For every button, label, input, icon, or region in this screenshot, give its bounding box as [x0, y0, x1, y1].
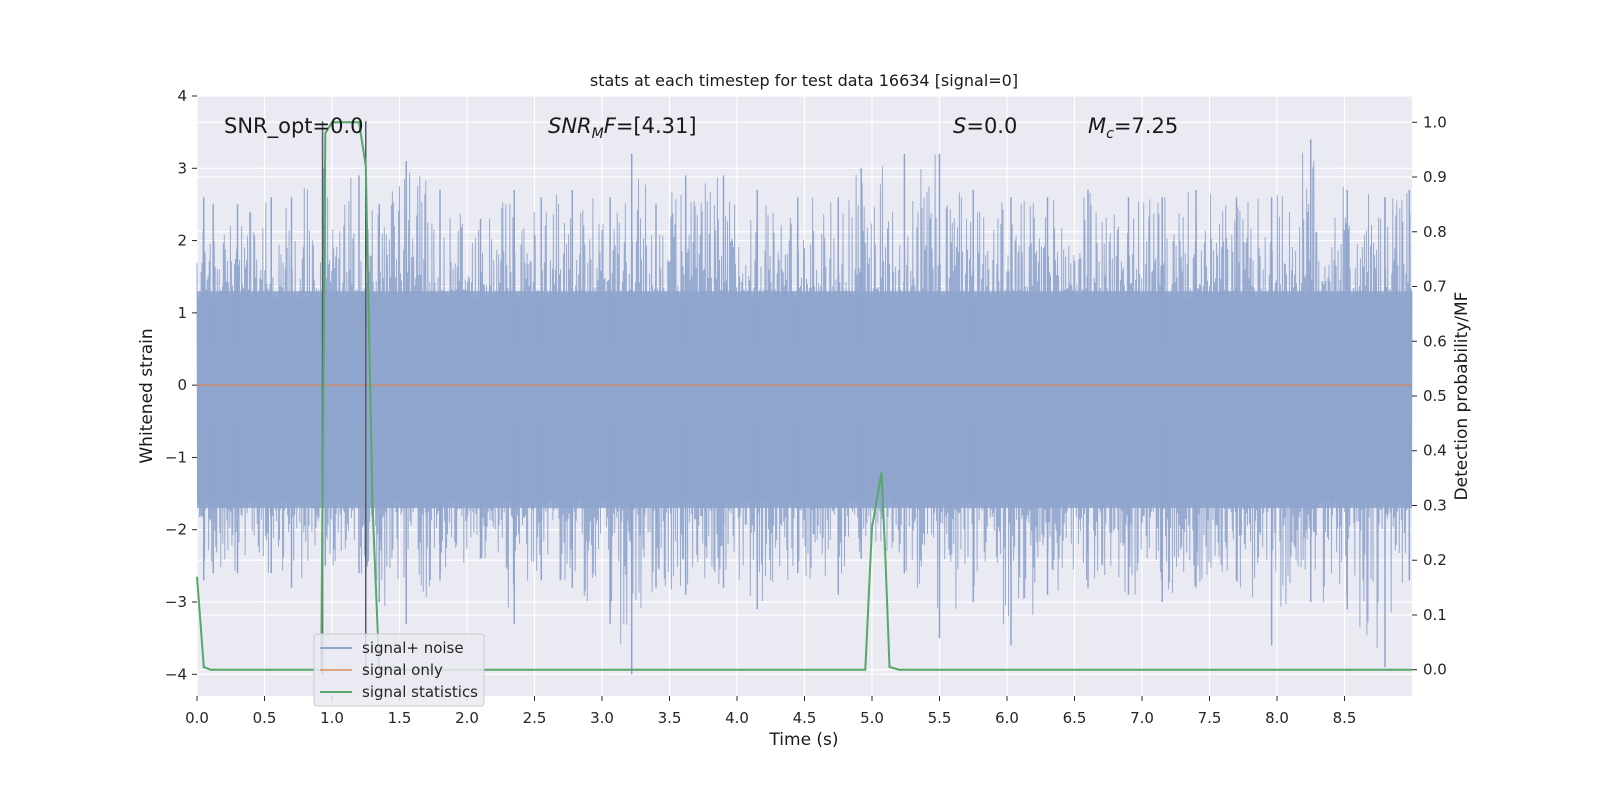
x-tick-label: 2.5	[523, 709, 547, 727]
legend-box	[313, 633, 485, 707]
y2-axis-ticks: 1.0 0.9 0.8 0.7 0.6 0.5 0.4 0.3 0.2 0.1 0.0	[1412, 113, 1447, 679]
y2-tick-label: 0.9	[1423, 168, 1447, 186]
x-tick-label: 3.5	[658, 709, 682, 727]
x-tick-label: 5.0	[860, 709, 884, 727]
series-signal-noise	[196, 139, 1413, 675]
x-tick-label: 4.5	[793, 709, 817, 727]
y2-tick-label: 0.1	[1423, 606, 1447, 624]
y2-tick-label: 1.0	[1423, 113, 1447, 131]
y2-tick-label: 0.7	[1423, 278, 1447, 296]
x-tick-label: 5.5	[928, 709, 952, 727]
y-tick-label: −1	[165, 448, 187, 466]
x-tick-label: 6.5	[1063, 709, 1087, 727]
legend: signal+ noise signal only signal statist…	[313, 633, 485, 707]
y-tick-label: 3	[177, 159, 187, 177]
annotation-text: SNR_opt=0.0	[224, 114, 364, 139]
y2-axis-label: Detection probability/MF	[1452, 292, 1472, 501]
x-tick-label: 7.0	[1130, 709, 1154, 727]
series-signal-statistics	[196, 121, 1412, 671]
y2-tick-label: 0.0	[1423, 661, 1447, 679]
y-tick-label: 2	[177, 232, 187, 250]
x-tick-label: 1.0	[320, 709, 344, 727]
x-tick-label: 4.0	[725, 709, 749, 727]
x-tick-label: 8.5	[1333, 709, 1357, 727]
x-tick-label: 0.0	[185, 709, 209, 727]
annotation-text: SNRMF=[4.31]	[548, 114, 697, 142]
signal-statistics-line	[196, 121, 1412, 671]
x-tick-label: 0.5	[253, 709, 277, 727]
annotation-text: Mc=7.25	[1088, 114, 1178, 142]
y2-tick-label: 0.6	[1423, 332, 1447, 350]
x-axis-label: Time (s)	[768, 730, 838, 750]
annotations: SNR_opt=0.0 SNRMF=[4.31] S=0.0 Mc=7.25	[224, 114, 1178, 142]
y-tick-label: 4	[177, 87, 187, 105]
chart-title: stats at each timestep for test data 166…	[590, 71, 1018, 90]
x-tick-label: 2.0	[455, 709, 479, 727]
x-tick-label: 3.0	[590, 709, 614, 727]
y-axis-ticks: 4 3 2 1 0 −1 −2 −3 −4	[165, 87, 197, 683]
y2-tick-label: 0.2	[1423, 551, 1447, 569]
annotation-text: S=0.0	[953, 114, 1017, 138]
y2-tick-label: 0.3	[1423, 496, 1447, 514]
y-tick-label: −2	[165, 521, 187, 539]
legend-label-signal-only: signal only	[362, 661, 443, 679]
x-tick-label: 1.5	[388, 709, 412, 727]
legend-label-signal-statistics: signal statistics	[362, 683, 478, 701]
x-axis-ticks: 0.0 0.5 1.0 1.5 2.0 2.5 3.0 3.5 4.0 4.5 5.0 5.5 6.0 6…	[185, 696, 1356, 727]
y-tick-label: −3	[165, 593, 187, 611]
x-tick-label: 6.0	[995, 709, 1019, 727]
y2-tick-label: 0.8	[1423, 223, 1447, 241]
y2-tick-label: 0.4	[1423, 442, 1447, 460]
x-tick-label: 8.0	[1265, 709, 1289, 727]
legend-label-signal-noise: signal+ noise	[362, 639, 464, 657]
noise-trace	[196, 152, 1413, 648]
y2-tick-label: 0.5	[1423, 387, 1447, 405]
y-tick-label: 0	[177, 376, 187, 394]
x-tick-label: 7.5	[1198, 709, 1222, 727]
y-axis-label: Whitened strain	[137, 328, 157, 463]
y-tick-label: −4	[165, 665, 187, 683]
y-tick-label: 1	[177, 304, 187, 322]
